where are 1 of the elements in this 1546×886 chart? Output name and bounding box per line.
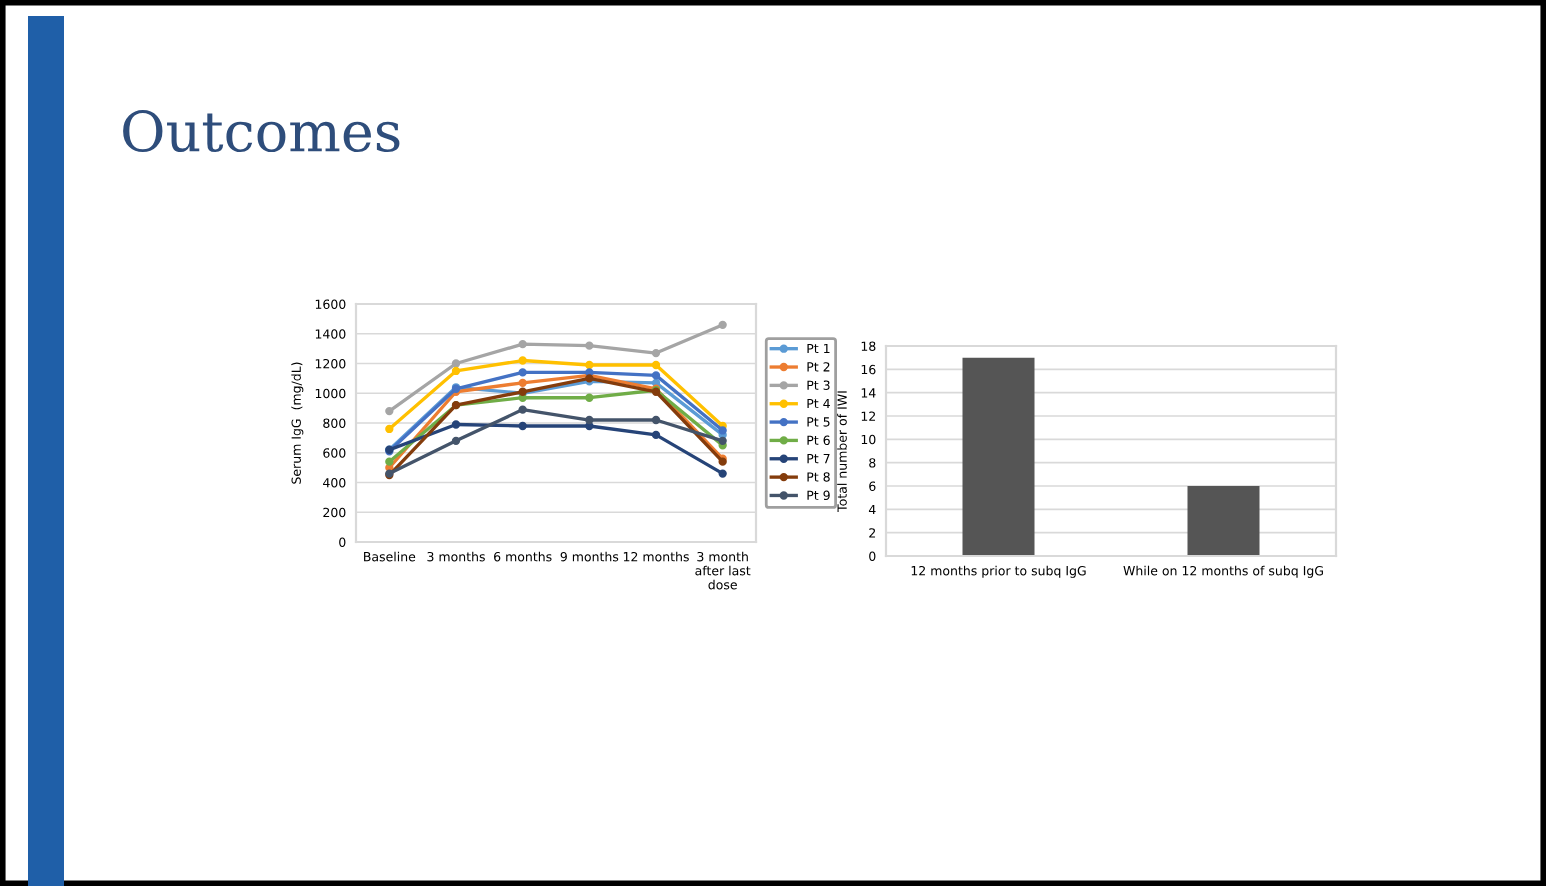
chart-title: Outcomes [123,110,400,153]
